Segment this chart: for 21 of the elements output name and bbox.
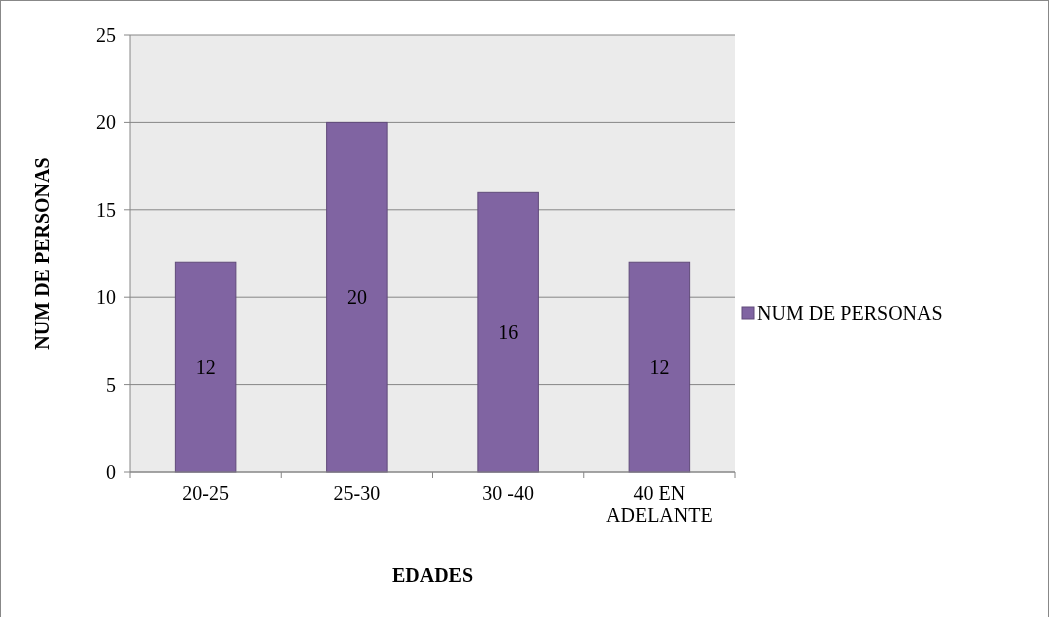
data-label: 16 <box>498 321 519 344</box>
x-tick-label: 30 -40 <box>482 482 534 504</box>
x-tick-label: 20-25 <box>182 482 229 504</box>
x-tick-label: 40 EN ADELANTE <box>606 482 713 526</box>
legend-label: NUM DE PERSONAS <box>757 302 943 324</box>
data-label: 20 <box>346 286 367 309</box>
y-tick-label: 0 <box>106 461 116 483</box>
x-axis-title: EDADES <box>391 564 474 586</box>
data-label: 12 <box>195 356 216 379</box>
y-tick-label: 20 <box>96 111 116 134</box>
bar <box>326 121 388 473</box>
bar <box>477 191 539 473</box>
bar <box>628 261 691 473</box>
y-tick-label: 15 <box>96 198 116 221</box>
y-axis-title: NUM DE PERSONAS <box>31 157 53 350</box>
data-label: 12 <box>649 356 670 379</box>
x-tick-label: 25-30 <box>333 482 381 504</box>
y-tick-label: 5 <box>106 373 116 396</box>
bar <box>174 261 237 473</box>
y-tick-label: 10 <box>96 286 116 309</box>
y-tick-label: 25 <box>96 24 116 46</box>
